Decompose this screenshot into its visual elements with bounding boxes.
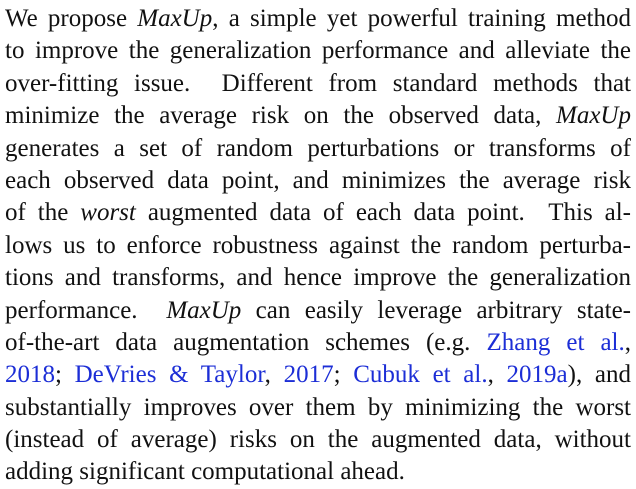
- body-text: of-the-art data augmentation schemes (e.…: [5, 328, 487, 356]
- citation-link[interactable]: Zhang et al.: [486, 328, 625, 356]
- text-line: 2018; DeVries & Taylor, 2017; Cubuk et a…: [5, 359, 631, 391]
- text-line: of-the-art data augmentation schemes (e.…: [5, 327, 631, 359]
- emphasized-text: MaxUp: [137, 5, 213, 32]
- citation-link[interactable]: 2019a: [506, 361, 568, 389]
- text-line: each observed data point, and minimizes …: [5, 165, 631, 197]
- body-text: ), and: [567, 361, 632, 389]
- emphasized-text: worst: [80, 199, 136, 227]
- text-line: tions and transforms, and hence improve …: [5, 262, 631, 294]
- body-text: performance.: [5, 296, 167, 324]
- text-line: substantially improves over them by mini…: [5, 392, 631, 424]
- abstract-paragraph: We propose MaxUp, a simple yet powerful …: [5, 3, 631, 489]
- body-text: ;: [333, 361, 354, 389]
- body-text: tions and transforms, and hence improve …: [5, 264, 631, 292]
- body-text: generates a set of random perturbations …: [5, 134, 631, 162]
- body-text: ;: [55, 361, 75, 389]
- text-line: over-fitting issue. Different from stand…: [5, 68, 631, 100]
- body-text: minimize the average risk on the observe…: [5, 102, 557, 130]
- text-line: (instead of average) risks on the augmen…: [5, 424, 631, 456]
- body-text: to improve the generalization performanc…: [5, 37, 631, 65]
- text-line: generates a set of random perturbations …: [5, 133, 631, 165]
- body-text: ,: [264, 361, 284, 389]
- body-text: substantially improves over them by mini…: [5, 393, 631, 421]
- text-line: lows us to enforce robustness against th…: [5, 230, 631, 262]
- text-line: performance. MaxUp can easily leverage a…: [5, 295, 631, 327]
- citation-link[interactable]: DeVries & Taylor: [74, 361, 265, 389]
- body-text: , a simple yet powerful training method: [212, 5, 631, 32]
- body-text: each observed data point, and minimizes …: [5, 166, 631, 194]
- text-line: to improve the generalization performanc…: [5, 35, 631, 67]
- body-text: adding significant computational ahead.: [5, 458, 405, 486]
- body-text: (instead of average) risks on the augmen…: [5, 426, 631, 454]
- citation-link[interactable]: 2017: [283, 361, 334, 389]
- emphasized-text: MaxUp: [556, 102, 631, 130]
- body-text: augmented data of each data point. This …: [135, 199, 632, 227]
- text-line: minimize the average risk on the observe…: [5, 100, 631, 132]
- body-text: over-fitting issue. Different from stand…: [5, 69, 631, 97]
- body-text: lows us to enforce robustness against th…: [5, 231, 631, 259]
- citation-link[interactable]: 2018: [5, 361, 55, 389]
- citation-link[interactable]: Cubuk et al.: [353, 361, 488, 389]
- body-text: We propose: [5, 5, 138, 32]
- body-text: ,: [624, 328, 631, 356]
- emphasized-text: MaxUp: [166, 296, 242, 324]
- body-text: ,: [487, 361, 507, 389]
- text-line: We propose MaxUp, a simple yet powerful …: [5, 3, 631, 35]
- body-text: can easily leverage arbitrary state-: [241, 296, 632, 324]
- body-text: of the: [5, 199, 81, 227]
- text-line: of the worst augmented data of each data…: [5, 197, 631, 229]
- text-line: adding significant computational ahead.: [5, 456, 631, 488]
